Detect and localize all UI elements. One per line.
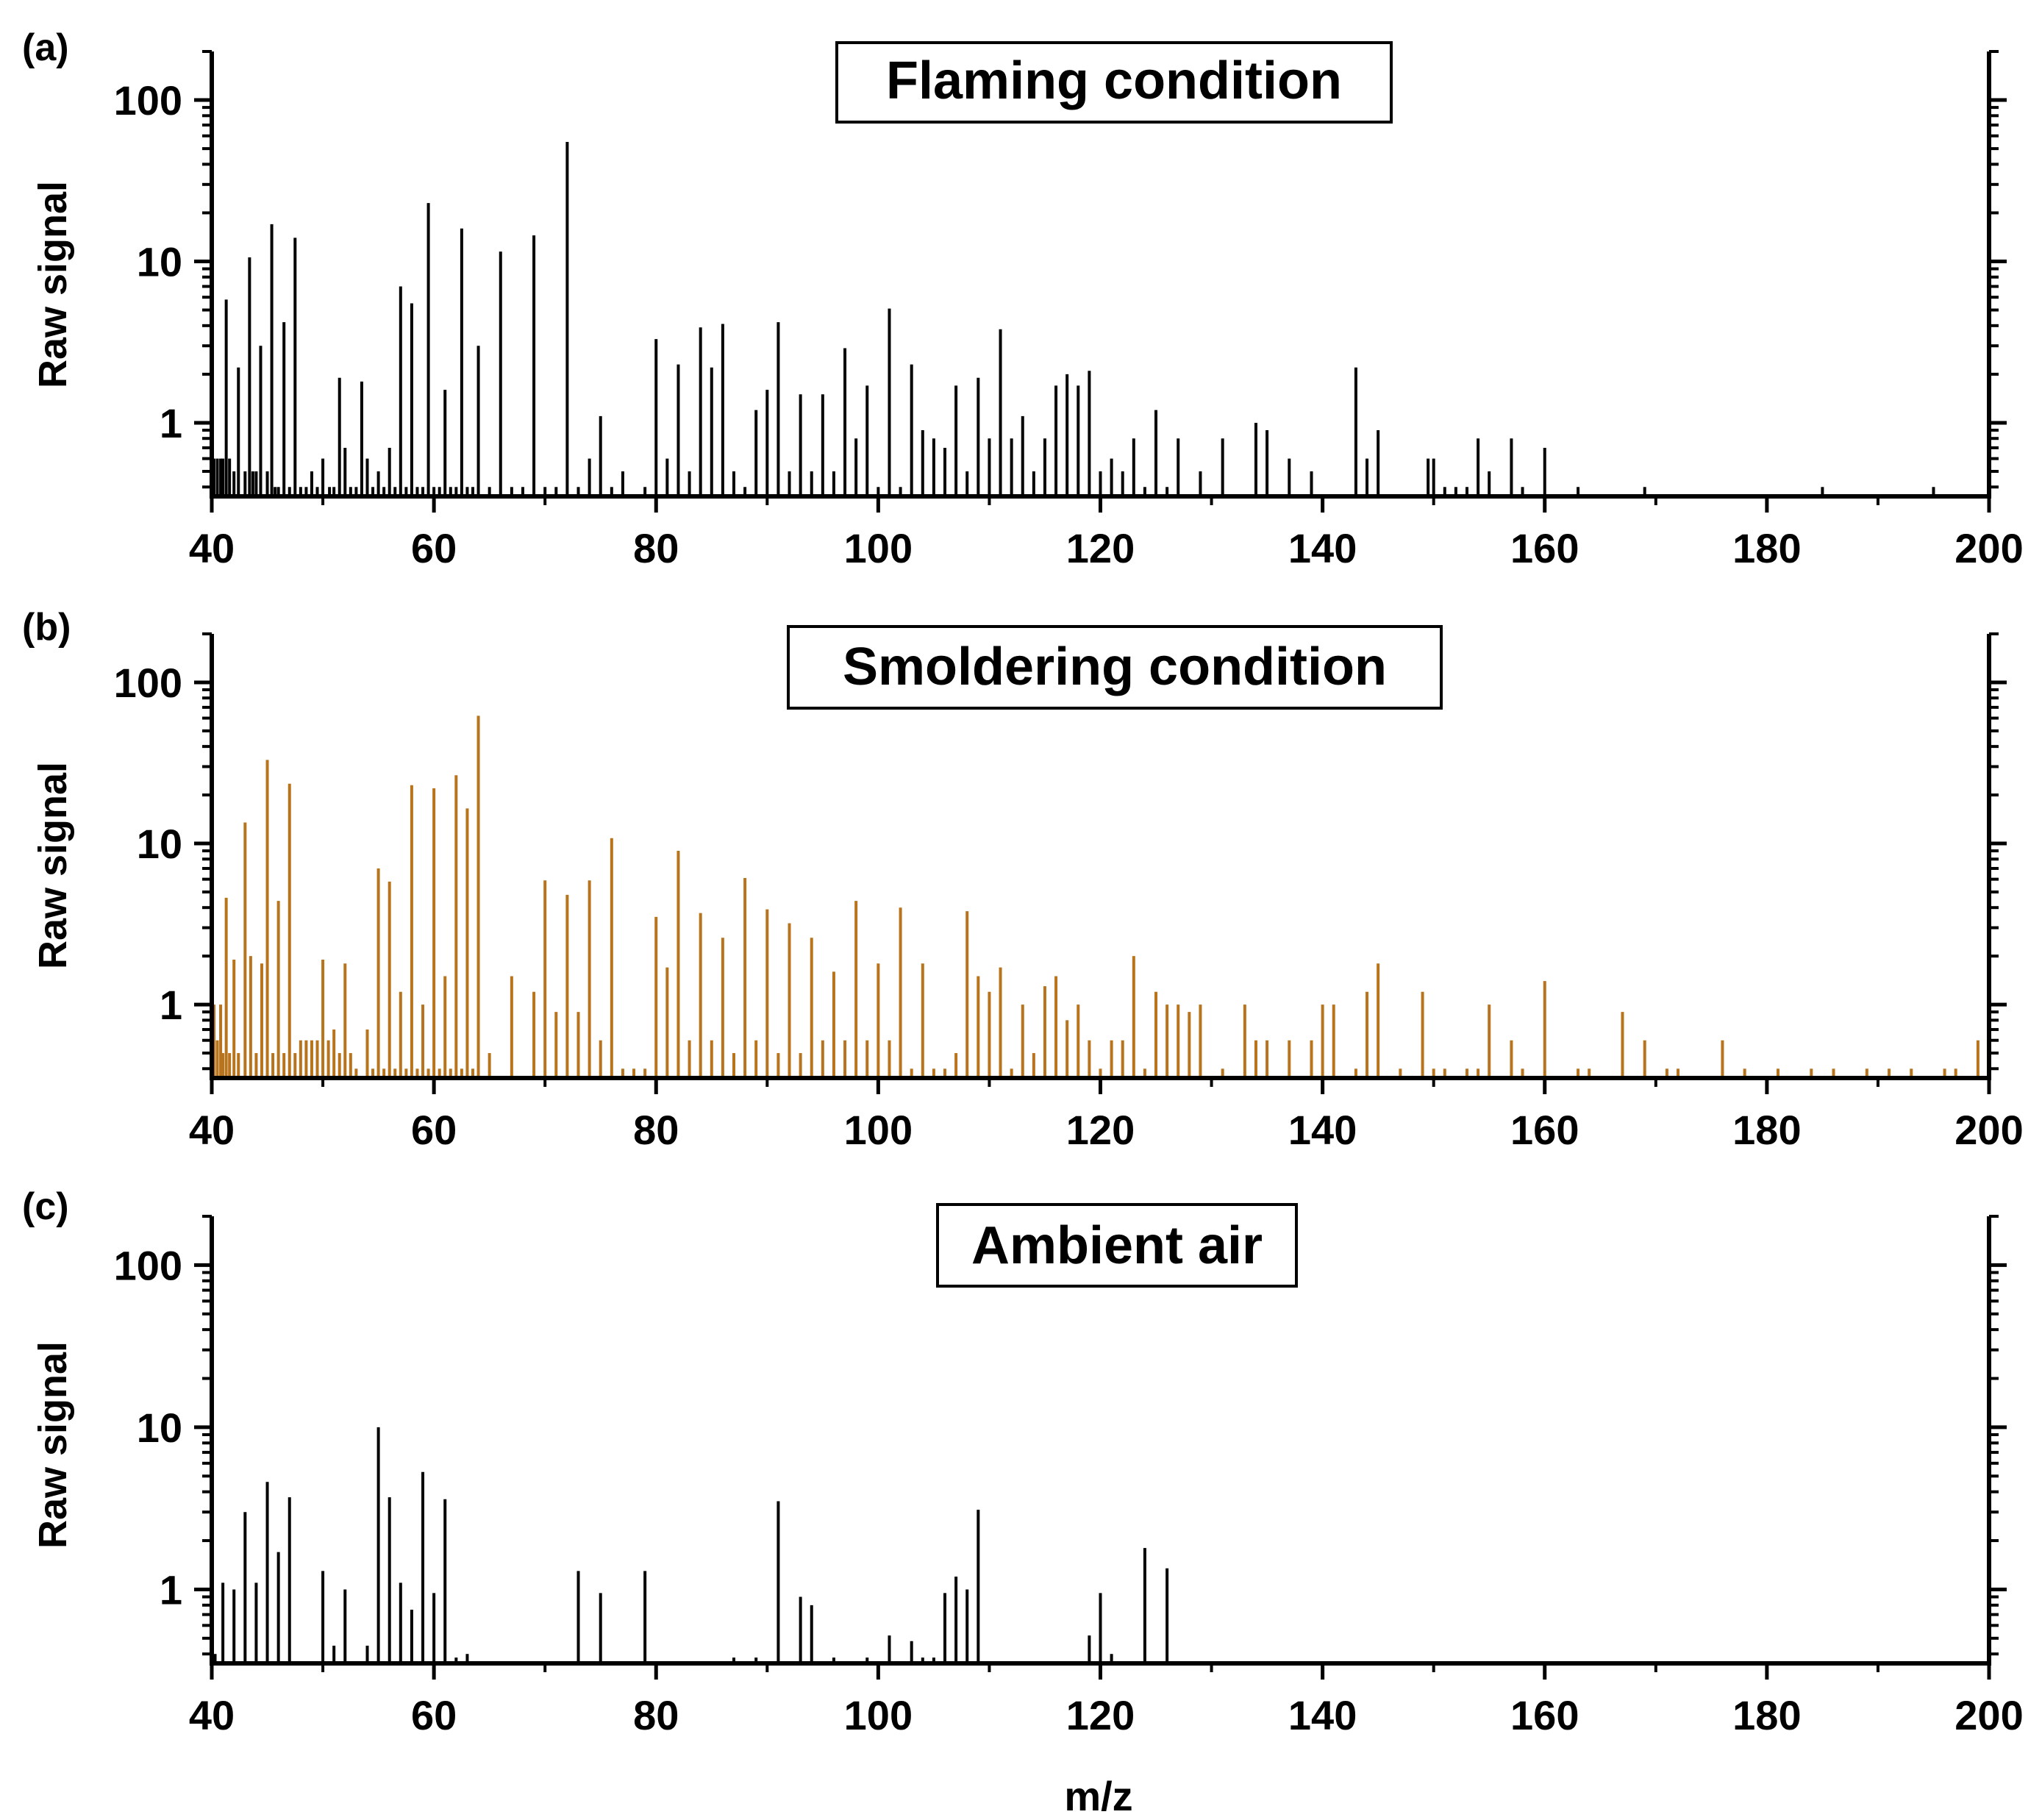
y-tick-label: 10 [137,821,182,867]
panel-a: (a) Raw signal 40 60 80 100 120 140 160 180 200 … [22,26,2024,571]
title-box: Flaming condition [835,41,1393,124]
x-tick-label: 80 [633,1692,679,1738]
x-tick-label: 80 [633,1107,679,1153]
title-box: Smoldering condition [787,625,1443,710]
panel-b: (b) Raw signal 40 60 80 100 120 140 160 180 200 … [22,606,2024,1153]
y-ticks: 1 10 100 [114,1215,2007,1656]
panel-label: (c) [22,1185,69,1228]
bar-series [213,715,1979,1078]
x-tick-label: 40 [189,1107,235,1153]
x-tick-label: 120 [1066,525,1135,571]
x-tick-label: 140 [1288,1692,1357,1738]
y-tick-label: 100 [114,77,182,124]
x-tick-label: 120 [1066,1107,1135,1153]
panel-label: (b) [22,606,71,649]
x-ticks: 40 60 80 100 120 140 160 180 200 [189,1663,2024,1738]
chart-title: Smoldering condition [843,638,1387,696]
title-box-frame [835,41,1393,124]
title-box: Ambient air [936,1203,1298,1288]
x-tick-label: 200 [1954,1692,2023,1738]
y-ticks: 1 10 100 [114,50,2007,489]
panel-c: (c) Raw signal 40 60 80 100 120 140 160 180 200 … [22,1185,2024,1819]
x-tick-label: 140 [1288,1107,1357,1153]
x-tick-label: 200 [1954,1107,2023,1153]
title-box-frame [787,625,1443,710]
x-tick-label: 180 [1732,1107,1801,1153]
x-tick-label: 100 [844,1107,913,1153]
x-tick-label: 60 [411,1692,457,1738]
x-tick-label: 180 [1732,525,1801,571]
chart-title: Ambient air [971,1216,1263,1275]
x-tick-label: 40 [189,525,235,571]
y-axis-label: Raw signal [31,1341,75,1549]
x-tick-label: 40 [189,1692,235,1738]
y-tick-label: 1 [160,1566,182,1613]
y-tick-label: 100 [114,660,182,706]
chart-title: Flaming condition [886,51,1342,110]
x-tick-label: 160 [1510,525,1579,571]
x-tick-label: 180 [1732,1692,1801,1738]
x-tick-label: 160 [1510,1107,1579,1153]
bar-series [213,142,1935,496]
y-axis-label: Raw signal [31,181,75,388]
y-tick-label: 100 [114,1242,182,1288]
bar-series [213,1427,1169,1663]
y-tick-label: 10 [137,239,182,285]
y-tick-label: 1 [160,400,182,446]
x-ticks: 40 60 80 100 120 140 160 180 200 [189,496,2024,571]
y-tick-label: 1 [160,982,182,1028]
panel-label: (a) [22,26,69,69]
x-tick-label: 60 [411,1107,457,1153]
x-tick-label: 100 [844,525,913,571]
x-tick-label: 140 [1288,525,1357,571]
x-axis-label: m/z [1064,1773,1132,1819]
y-ticks: 1 10 100 [114,632,2007,1071]
x-tick-label: 80 [633,525,679,571]
y-tick-label: 10 [137,1405,182,1451]
title-box-frame [936,1203,1298,1288]
x-tick-label: 120 [1066,1692,1135,1738]
x-tick-label: 160 [1510,1692,1579,1738]
y-axis-label: Raw signal [31,762,75,969]
x-tick-label: 100 [844,1692,913,1738]
x-tick-label: 200 [1954,525,2023,571]
x-tick-label: 60 [411,525,457,571]
x-ticks: 40 60 80 100 120 140 160 180 200 [189,1078,2024,1153]
